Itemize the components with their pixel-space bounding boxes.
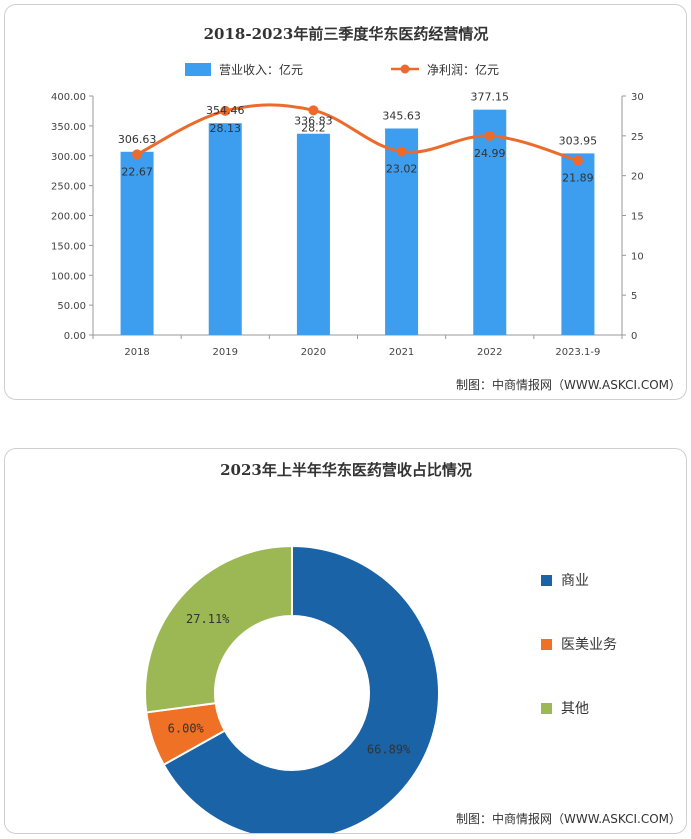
bar-series — [120, 109, 595, 336]
chart-title: 2023年上半年华东医药营收占比情况 — [220, 461, 472, 479]
profit-point — [308, 105, 319, 116]
revenue-bar — [120, 151, 154, 335]
profit-line — [136, 103, 579, 163]
right-tick-label: 25 — [631, 132, 644, 143]
x-tick-label: 2018 — [124, 347, 149, 358]
legend-label: 其他 — [561, 701, 589, 717]
revenue-label: 336.83 — [294, 115, 333, 128]
chart-source: 制图：中商情报网（WWW.ASKCI.COM） — [456, 811, 681, 826]
profit-label: 23.02 — [386, 163, 418, 176]
chart-title: 2018-2023年前三季度华东医药经营情况 — [204, 25, 489, 43]
right-tick-label: 20 — [631, 172, 644, 183]
slice-labels: 66.89% 6.00% 27.11% — [168, 612, 411, 756]
profit-label: 24.99 — [474, 147, 506, 160]
revenue-bar — [296, 133, 330, 335]
right-tick-label: 5 — [631, 291, 637, 302]
legend-swatch-revenue — [185, 63, 211, 76]
right-tick-label: 0 — [631, 331, 637, 342]
profit-label: 28.2 — [301, 121, 326, 134]
donut-chart: 2023年上半年华东医药营收占比情况 66.89% 6.00% 27.11% 商业医… — [144, 461, 681, 833]
profit-label: 28.13 — [210, 122, 242, 135]
axes: 0.00 50.00 100.00 150.00 200.00 250.00 300.00 3… — [51, 92, 644, 358]
left-tick-label: 50.00 — [57, 301, 86, 312]
combo-chart: 2018-2023年前三季度华东医药经营情况 营业收入：亿元 净利润：亿元 0.… — [51, 25, 681, 392]
profit-label: 22.67 — [121, 165, 153, 178]
revenue-bar — [561, 153, 595, 335]
donut-slice — [162, 544, 440, 833]
revenue-bar — [385, 128, 419, 335]
left-tick-label: 200.00 — [51, 212, 86, 223]
slice-label: 66.89% — [367, 743, 411, 757]
right-tick-label: 30 — [631, 92, 644, 103]
legend: 营业收入：亿元 净利润：亿元 — [185, 62, 499, 77]
revenue-bar — [473, 109, 507, 335]
revenue-label: 377.15 — [471, 91, 510, 104]
revenue-label: 345.63 — [382, 109, 421, 122]
left-tick-label: 350.00 — [51, 122, 86, 133]
left-tick-label: 250.00 — [51, 182, 86, 193]
legend-label-profit: 净利润：亿元 — [427, 62, 499, 77]
donut-slices — [144, 544, 440, 833]
profit-point — [484, 130, 495, 141]
legend-swatch — [541, 703, 552, 714]
x-tick-label: 2023.1-9 — [555, 347, 600, 358]
legend-marker-profit — [400, 64, 410, 74]
donut-chart-card: 2023年上半年华东医药营收占比情况 66.89% 6.00% 27.11% 商业医… — [4, 448, 687, 834]
legend-label: 商业 — [561, 573, 589, 589]
profit-point — [572, 155, 583, 166]
right-tick-label: 15 — [631, 212, 644, 223]
legend-label-revenue: 营业收入：亿元 — [219, 62, 303, 77]
left-tick-label: 150.00 — [51, 241, 86, 252]
left-tick-label: 400.00 — [51, 92, 86, 103]
revenue-label: 303.95 — [559, 134, 598, 147]
x-tick-label: 2020 — [301, 347, 326, 358]
legend-swatch — [541, 575, 552, 586]
slice-label: 6.00% — [168, 721, 205, 735]
data-labels: 306.63 354.46 336.83 345.63 377.15 303.95 22.6… — [118, 91, 597, 185]
profit-point — [396, 146, 407, 157]
line-series — [132, 103, 583, 166]
profit-label: 21.89 — [562, 172, 594, 185]
x-tick-label: 2022 — [477, 347, 502, 358]
left-tick-label: 300.00 — [51, 152, 86, 163]
left-tick-label: 100.00 — [51, 271, 86, 282]
slice-label: 27.11% — [186, 612, 230, 626]
revenue-label: 306.63 — [118, 133, 157, 146]
legend-swatch — [541, 639, 552, 650]
left-tick-label: 0.00 — [64, 331, 86, 342]
x-tick-label: 2019 — [213, 347, 238, 358]
revenue-bar — [208, 123, 242, 336]
right-tick-label: 10 — [631, 251, 644, 262]
profit-point — [220, 105, 231, 116]
legend-label: 医美业务 — [561, 637, 617, 653]
chart-source: 制图：中商情报网（WWW.ASKCI.COM） — [456, 377, 681, 392]
donut-slice — [144, 544, 293, 714]
x-tick-label: 2021 — [389, 347, 414, 358]
combo-chart-card: 2018-2023年前三季度华东医药经营情况 营业收入：亿元 净利润：亿元 0.… — [4, 4, 687, 400]
revenue-label: 354.46 — [206, 104, 245, 117]
profit-point — [132, 149, 143, 160]
